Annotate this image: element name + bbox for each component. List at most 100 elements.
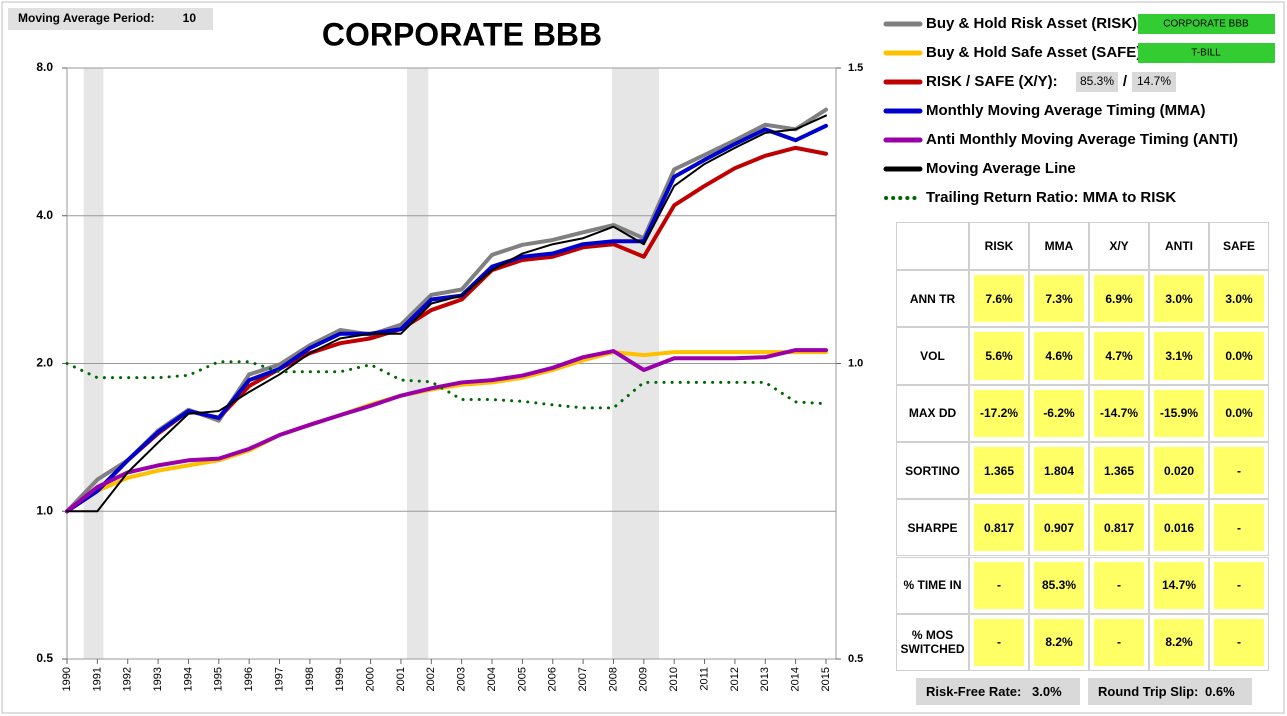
table-cell: 4.7%	[1094, 332, 1144, 380]
x-tick-label: 2012	[729, 667, 741, 691]
table-cell: 8.2%	[1034, 618, 1084, 667]
row-label: VOL	[896, 327, 969, 385]
series-line	[65, 123, 828, 514]
y-tick-label: 4.0	[36, 208, 53, 222]
table-cell: 8.2%	[1154, 618, 1204, 667]
table-cell: -	[1214, 446, 1264, 495]
x-tick-label: 1994	[182, 667, 194, 691]
x-tick-label: 2008	[607, 667, 619, 691]
risk-share: 85.3%	[1080, 74, 1114, 88]
x-tick-label: 1991	[91, 667, 103, 691]
table-cell: 0.817	[974, 504, 1024, 552]
table-cell: 6.9%	[1094, 275, 1144, 323]
table-header: MMA	[1029, 222, 1089, 270]
table-cell: 5.6%	[974, 332, 1024, 380]
table-cell: 3.0%	[1154, 275, 1204, 323]
x-tick-label: 1996	[243, 667, 255, 691]
table-cell: -17.2%	[974, 389, 1024, 437]
table-cell: -6.2%	[1034, 389, 1084, 437]
table-cell: 3.1%	[1154, 332, 1204, 380]
table-cell: -	[1214, 504, 1264, 552]
table-cell: 0.0%	[1214, 389, 1264, 437]
row-label: SHARPE	[896, 499, 969, 557]
y2-tick-label: 0.5	[848, 653, 863, 665]
x-tick-label: 1990	[61, 667, 73, 691]
x-tick-label: 2004	[486, 667, 498, 691]
x-tick-label: 1992	[122, 667, 134, 691]
x-tick-label: 1999	[334, 667, 346, 691]
share-box	[1132, 72, 1176, 92]
table-cell: -	[974, 618, 1024, 667]
row-label: SORTINO	[896, 441, 969, 500]
table-cell: 0.020	[1154, 446, 1204, 495]
table-cell: -15.9%	[1154, 389, 1204, 437]
legend-label: Anti Monthly Moving Average Timing (ANTI…	[926, 131, 1238, 148]
settings-box	[8, 8, 213, 30]
x-tick-label: 2005	[516, 667, 528, 691]
legend-label: Monthly Moving Average Timing (MMA)	[926, 102, 1205, 119]
rate: 3.0%	[1032, 678, 1062, 705]
legend-label: Buy & Hold Risk Asset (RISK):	[926, 15, 1142, 32]
x-tick-label: 2007	[577, 667, 589, 691]
x-tick-label: 2015	[820, 667, 832, 691]
legend-label: Trailing Return Ratio: MMA to RISK	[926, 189, 1176, 206]
series-line	[66, 114, 827, 513]
x-tick-label: 1995	[213, 667, 225, 691]
y2-tick-label: 1.0	[848, 357, 863, 369]
table-corner	[896, 222, 969, 270]
table-cell: 7.6%	[974, 275, 1024, 323]
row-label: ANN TR	[896, 270, 969, 328]
y2-tick-label: 1.5	[848, 62, 863, 74]
table-cell: -14.7%	[1094, 389, 1144, 437]
x-tick-label: 2006	[547, 667, 559, 691]
table-header: ANTI	[1149, 222, 1209, 270]
table-header: RISK	[969, 222, 1029, 270]
table-cell: -	[1214, 561, 1264, 609]
table-cell: 14.7%	[1154, 561, 1204, 609]
x-tick-label: 1997	[273, 667, 285, 691]
settings-label: Moving Average Period:	[18, 11, 154, 25]
table-cell: 0.016	[1154, 504, 1204, 552]
series-line	[65, 107, 828, 514]
x-tick-label: 2003	[456, 667, 468, 691]
table-cell: 1.365	[1094, 446, 1144, 495]
x-tick-label: 1998	[304, 667, 316, 691]
legend-label: RISK / SAFE (X/Y):	[926, 73, 1058, 90]
asset-box	[1138, 14, 1275, 34]
legend-label: Buy & Hold Safe Asset (SAFE):	[926, 44, 1146, 61]
settings-value: 10	[183, 11, 197, 25]
table-cell: 1.804	[1034, 446, 1084, 495]
table-header: SAFE	[1209, 222, 1269, 270]
table-cell: -	[1214, 618, 1264, 667]
safe-share: 14.7%	[1137, 74, 1171, 88]
rate-label: Risk-Free Rate:	[926, 678, 1022, 705]
y-tick-label: 1.0	[36, 503, 53, 517]
x-tick-label: 2013	[759, 667, 771, 691]
table-cell: 4.6%	[1034, 332, 1084, 380]
chart-title: CORPORATE BBB	[322, 16, 602, 52]
table-cell: 85.3%	[1034, 561, 1084, 609]
series-line	[65, 360, 828, 410]
risk-asset: CORPORATE BBB	[1163, 19, 1249, 30]
legend-label: Moving Average Line	[926, 160, 1076, 177]
table-cell: 3.0%	[1214, 275, 1264, 323]
x-tick-label: 2002	[425, 667, 437, 691]
slip-label: Round Trip Slip:	[1098, 678, 1199, 705]
x-tick-label: 2011	[698, 667, 710, 691]
x-tick-label: 2000	[364, 667, 376, 691]
x-tick-label: 2010	[668, 667, 680, 691]
y-tick-label: 0.5	[36, 651, 53, 665]
x-tick-label: 2014	[790, 667, 802, 691]
y-tick-label: 8.0	[36, 60, 53, 74]
row-label: % TIME IN	[896, 556, 969, 614]
x-tick-label: 2009	[638, 667, 650, 691]
separator: /	[1123, 73, 1128, 90]
table-cell: 0.0%	[1214, 332, 1264, 380]
slip: 0.6%	[1205, 678, 1235, 705]
series-line	[65, 145, 828, 514]
row-label: % MOS SWITCHED	[896, 613, 969, 672]
x-tick-label: 1993	[152, 667, 164, 691]
table-cell: 0.817	[1094, 504, 1144, 552]
